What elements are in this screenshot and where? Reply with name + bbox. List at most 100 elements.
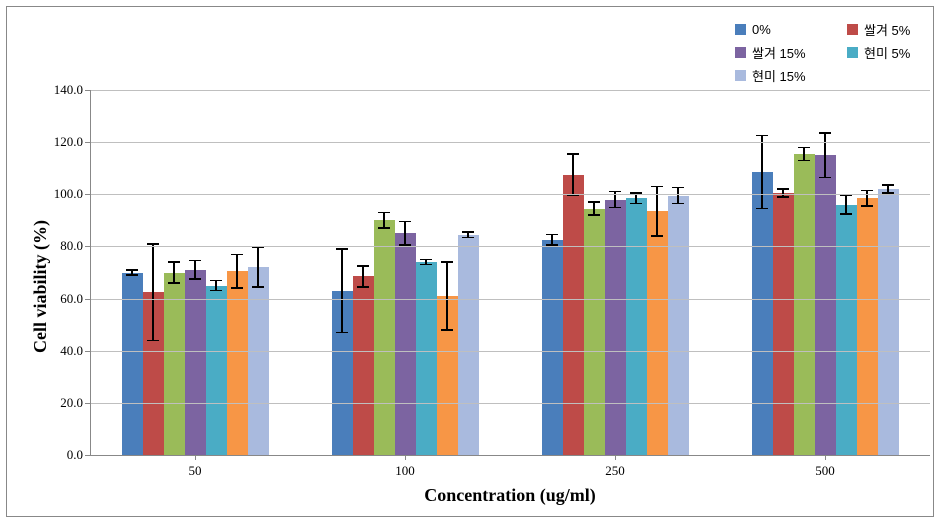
legend-swatch	[847, 24, 858, 35]
legend-row: 0%쌀겨 5%쌀겨 10%	[735, 20, 940, 39]
error-cap-bottom	[126, 274, 138, 275]
error-cap-top	[336, 248, 348, 249]
error-cap-top	[756, 135, 768, 136]
gridline	[90, 90, 930, 91]
error-cap-top	[168, 261, 180, 262]
x-tick-label: 50	[90, 463, 300, 479]
gridline	[90, 194, 930, 195]
legend-label: 0%	[752, 22, 771, 37]
bar	[626, 198, 647, 455]
error-cap-bottom	[630, 203, 642, 204]
cell-viability-bar-chart: 0%쌀겨 5%쌀겨 10%쌀겨 15%현미 5%현미 10%현미 15% 0.0…	[0, 0, 940, 523]
error-cap-top	[651, 186, 663, 187]
error-whisker	[404, 222, 405, 245]
error-whisker	[341, 249, 342, 332]
error-cap-bottom	[651, 235, 663, 236]
error-cap-top	[609, 191, 621, 192]
legend-swatch	[735, 47, 746, 58]
y-axis-line	[90, 90, 91, 455]
error-cap-top	[210, 280, 222, 281]
error-cap-bottom	[420, 264, 432, 265]
x-tick-label: 250	[510, 463, 720, 479]
gridline	[90, 299, 930, 300]
error-whisker	[824, 133, 825, 177]
legend-label: 쌀겨 5%	[864, 20, 910, 39]
y-tick-mark	[85, 299, 90, 300]
gridline	[90, 142, 930, 143]
gridline	[90, 351, 930, 352]
legend-swatch	[847, 47, 858, 58]
bar	[605, 200, 626, 456]
error-cap-top	[420, 259, 432, 260]
bar	[752, 172, 773, 455]
y-tick-mark	[85, 142, 90, 143]
error-cap-top	[399, 221, 411, 222]
x-tick-mark	[615, 455, 616, 460]
bar	[458, 235, 479, 455]
error-cap-top	[882, 184, 894, 185]
error-whisker	[194, 261, 195, 279]
legend-swatch	[735, 24, 746, 35]
error-cap-bottom	[861, 205, 873, 206]
x-tick-label: 500	[720, 463, 930, 479]
y-tick-label: 0.0	[35, 447, 83, 463]
error-whisker	[446, 262, 447, 330]
bar	[248, 267, 269, 455]
legend-label: 현미 15%	[752, 66, 806, 85]
error-whisker	[236, 254, 237, 288]
error-cap-bottom	[756, 208, 768, 209]
bar	[122, 273, 143, 456]
y-tick-mark	[85, 455, 90, 456]
legend-label: 현미 5%	[864, 43, 910, 62]
error-cap-bottom	[840, 213, 852, 214]
error-cap-bottom	[378, 227, 390, 228]
error-cap-bottom	[819, 177, 831, 178]
error-cap-top	[462, 231, 474, 232]
error-cap-bottom	[231, 287, 243, 288]
y-tick-mark	[85, 351, 90, 352]
error-whisker	[677, 188, 678, 204]
error-cap-bottom	[147, 340, 159, 341]
bar	[668, 196, 689, 455]
bar	[878, 189, 899, 455]
gridline	[90, 246, 930, 247]
error-whisker	[866, 190, 867, 206]
y-tick-label: 20.0	[35, 395, 83, 411]
legend-swatch	[735, 70, 746, 81]
y-tick-mark	[85, 90, 90, 91]
x-axis-title: Concentration (ug/ml)	[90, 485, 930, 506]
gridline	[90, 403, 930, 404]
bar	[353, 276, 374, 455]
error-cap-bottom	[609, 207, 621, 208]
error-whisker	[173, 262, 174, 283]
error-whisker	[761, 136, 762, 209]
y-tick-mark	[85, 403, 90, 404]
legend-item: 현미 15%	[735, 66, 825, 85]
error-cap-top	[798, 147, 810, 148]
bar	[206, 286, 227, 455]
y-tick-mark	[85, 246, 90, 247]
error-cap-top	[441, 261, 453, 262]
error-whisker	[152, 244, 153, 340]
bar	[542, 240, 563, 455]
error-cap-top	[147, 243, 159, 244]
error-cap-top	[189, 260, 201, 261]
bar	[836, 205, 857, 455]
bar	[374, 220, 395, 455]
error-cap-top	[231, 254, 243, 255]
x-tick-label: 100	[300, 463, 510, 479]
bars-layer	[90, 90, 930, 455]
error-cap-bottom	[189, 278, 201, 279]
x-tick-mark	[825, 455, 826, 460]
error-cap-bottom	[588, 214, 600, 215]
bar	[164, 273, 185, 456]
legend-item: 쌀겨 15%	[735, 43, 825, 62]
error-cap-bottom	[168, 282, 180, 283]
bar	[647, 211, 668, 455]
error-whisker	[572, 154, 573, 196]
bar	[416, 262, 437, 455]
y-axis-title: Cell viability (%)	[30, 220, 51, 353]
bar	[395, 233, 416, 455]
legend-label: 쌀겨 15%	[752, 43, 806, 62]
error-cap-top	[567, 153, 579, 154]
